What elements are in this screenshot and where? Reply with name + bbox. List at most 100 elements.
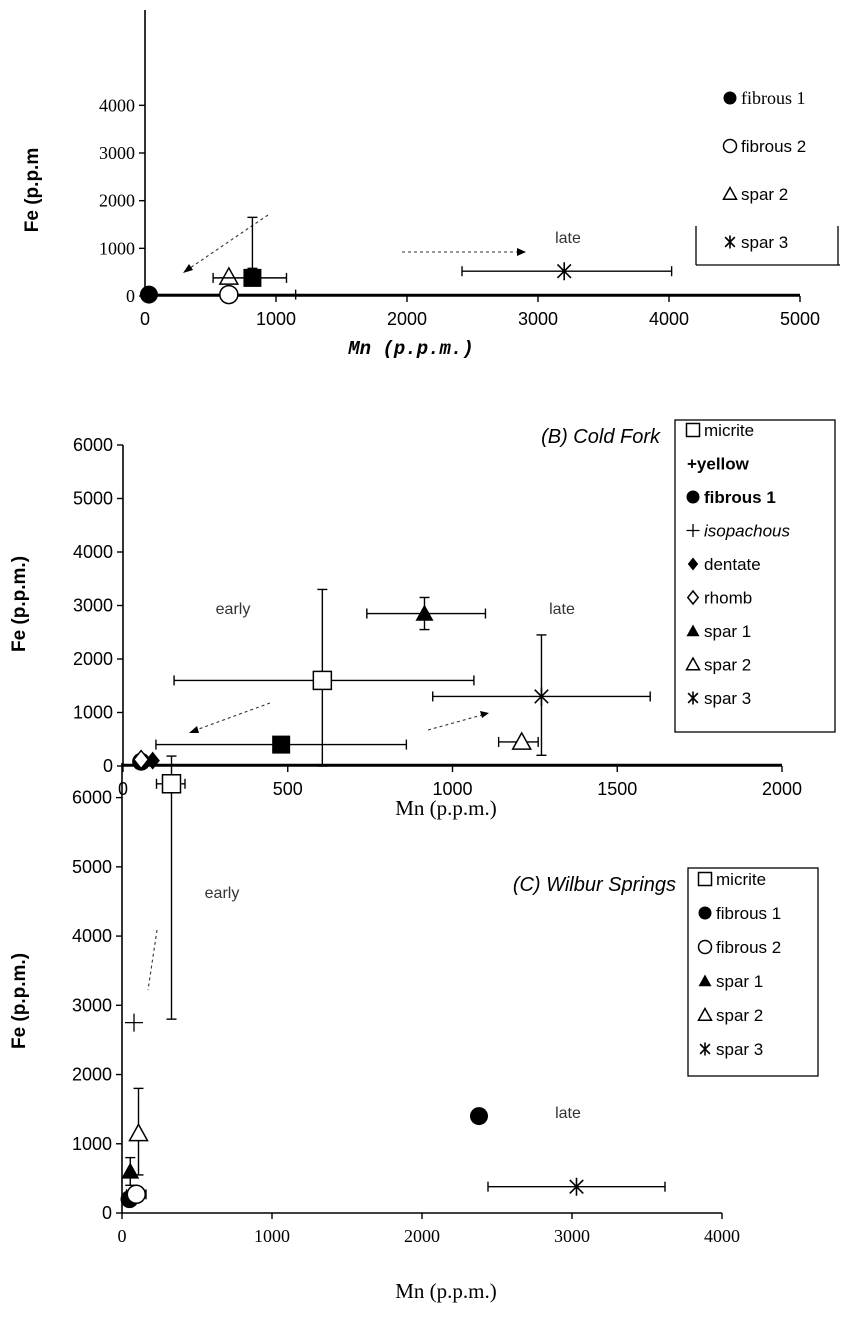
- legend-entry: micrite: [685, 421, 754, 440]
- legend-entry: micrite: [697, 870, 766, 889]
- point-fibrous-2: [126, 1184, 146, 1205]
- panel-b: Fe (p.p.m.) Mn (p.p.m.) (B) Cold Fork 0 5…: [9, 419, 836, 820]
- legend-label: dentate: [704, 555, 761, 574]
- legend-label: spar 1: [716, 972, 763, 991]
- point-spar-1: [415, 604, 434, 621]
- y-tick-label: 4000: [73, 542, 113, 562]
- x-tick-label: 2000: [404, 1226, 440, 1246]
- x-tick-label: 0: [118, 1226, 127, 1246]
- x-tick-label: 2000: [762, 779, 802, 799]
- legend-marker: [687, 691, 699, 705]
- panel-a-arrow-late-head: [517, 248, 526, 256]
- legend-marker: [686, 524, 700, 537]
- legend-label: spar 2: [704, 656, 751, 675]
- point-fibrous-1: [139, 285, 158, 304]
- panel-c-x-label: Mn (p.p.m.): [395, 1279, 497, 1303]
- y-tick-label: 6000: [73, 435, 113, 455]
- legend-entry: spar 2: [697, 1006, 763, 1025]
- legend-label: spar 3: [716, 1040, 763, 1059]
- x-tick-label: 0: [140, 309, 150, 329]
- legend-label: isopachous: [704, 522, 791, 541]
- legend-marker: [722, 185, 738, 200]
- panel-c-marks: [120, 755, 666, 1209]
- panel-a-arrow-early-head: [183, 264, 193, 273]
- legend-entry: rhomb: [686, 589, 752, 608]
- panel-b-x-label: Mn (p.p.m.): [395, 796, 497, 820]
- y-tick-label: 4000: [72, 926, 112, 946]
- legend-entry: spar 3: [699, 1040, 763, 1059]
- legend-label: spar 3: [741, 233, 788, 252]
- panel-b-y-label: Fe (p.p.m.): [9, 556, 30, 652]
- legend-marker: [723, 91, 737, 105]
- legend-label: spar 3: [704, 689, 751, 708]
- y-tick-label: 2000: [72, 1065, 112, 1085]
- legend-label: fibrous 2: [741, 137, 806, 156]
- y-tick-label: 6000: [72, 788, 112, 808]
- legend-label: micrite: [704, 421, 754, 440]
- point-rhomb: [132, 749, 150, 770]
- point-micrite: [312, 670, 333, 691]
- point-unlabeled: [125, 1013, 143, 1032]
- panel-c-legend-box: [687, 867, 819, 1077]
- legend-entry: fibrous 1: [686, 488, 776, 507]
- panel-b-title: (B) Cold Fork: [541, 426, 661, 448]
- y-tick-label: 2000: [99, 191, 135, 211]
- y-tick-label: 1000: [99, 238, 135, 258]
- legend-marker: [698, 974, 712, 987]
- legend-label: spar 1: [704, 622, 751, 641]
- y-tick-label: 5000: [72, 857, 112, 877]
- y-tick-label: 5000: [73, 489, 113, 509]
- x-tick-label: 0: [118, 779, 128, 799]
- x-tick-label: 2000: [387, 309, 427, 329]
- legend-entry: spar 1: [698, 972, 763, 991]
- legend-entry: spar 1: [686, 622, 751, 641]
- panel-b-arrow-early: [195, 702, 271, 731]
- x-tick-label: 1000: [256, 309, 296, 329]
- point-dentate: [145, 751, 160, 770]
- panel-a-legend-entries: fibrous 1 fibrous 2 spar 2 spar 3: [722, 88, 806, 252]
- point-spar-2: [511, 731, 532, 750]
- y-tick-label: 0: [102, 1203, 112, 1223]
- y-tick-label: 2000: [73, 649, 113, 669]
- legend-marker: [686, 624, 700, 637]
- x-tick-label: 500: [273, 779, 303, 799]
- panel-a-legend: fibrous 1 fibrous 2 spar 2 spar 3: [695, 88, 840, 266]
- legend-label: spar 2: [741, 185, 788, 204]
- legend-marker: [697, 1006, 713, 1021]
- panel-b-legend-box: [674, 419, 836, 733]
- point-fibrous-2: [219, 284, 239, 305]
- legend-entry: spar 3: [724, 233, 788, 252]
- panel-c-title: (C) Wilbur Springs: [513, 874, 676, 896]
- point-spar-1: [121, 1162, 140, 1179]
- x-tick-label: 4000: [649, 309, 689, 329]
- panel-b-marks: [123, 588, 782, 771]
- point-spar-2: [218, 266, 240, 285]
- panel-a-y-label: Fe (p.p.m: [22, 148, 43, 232]
- point-micrite: [161, 774, 182, 794]
- legend-label: +yellow: [687, 455, 750, 474]
- panel-b-legend: micrite +yellow fibrous 1 isopachous dentate…: [674, 419, 836, 733]
- legend-label: fibrous 1: [741, 88, 806, 108]
- legend-entry: spar 3: [687, 689, 751, 708]
- x-tick-label: 5000: [780, 309, 820, 329]
- legend-entry: fibrous 1: [723, 88, 806, 108]
- panel-c-ticks: 0 1000 2000 3000 4000 0 1000 2000 3000 4000 5000 60…: [72, 788, 740, 1246]
- panel-c-y-label: Fe (p.p.m.): [9, 953, 30, 1049]
- legend-marker: [686, 490, 700, 504]
- legend-label: rhomb: [704, 589, 752, 608]
- panel-a-arrow-early: [189, 214, 269, 269]
- legend-marker: [685, 422, 701, 438]
- panel-a-x-label: Mn (p.p.m.): [347, 338, 473, 360]
- legend-entry: isopachous: [686, 522, 791, 541]
- legend-entry: fibrous 2: [697, 938, 781, 957]
- panel-a-ticks: 0 1000 2000 3000 4000 5000 0 1000 2000 3000 4000: [99, 95, 820, 329]
- y-tick-label: 4000: [99, 95, 135, 115]
- y-tick-label: 0: [103, 756, 113, 776]
- legend-marker: [687, 557, 699, 571]
- panel-c-legend: micrite fibrous 1 fibrous 2 spar 1 spar 2 spa…: [687, 867, 819, 1077]
- x-tick-label: 3000: [518, 309, 558, 329]
- x-tick-label: 3000: [554, 1226, 590, 1246]
- legend-label: fibrous 1: [716, 904, 781, 923]
- legend-entry: fibrous 2: [722, 137, 806, 156]
- legend-label: fibrous 1: [704, 488, 776, 507]
